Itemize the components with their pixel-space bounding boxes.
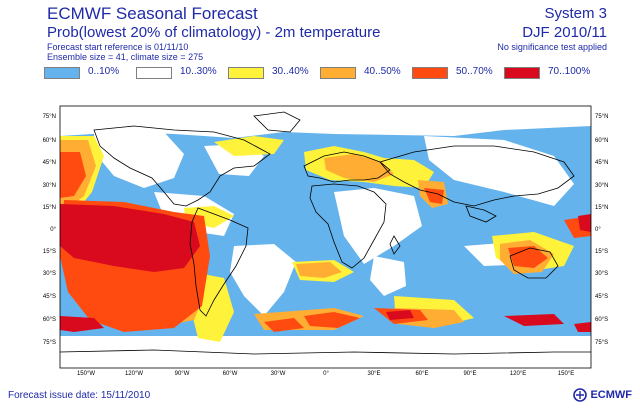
lat-label: 15°S [43, 249, 56, 255]
lat-label: 30°S [43, 271, 56, 277]
latitude-labels-right: 75°N 60°N 45°N 30°N 15°N 0° 15°S 30°S 45… [595, 114, 608, 346]
period-label: DJF 2010/11 [522, 24, 607, 41]
legend-label: 0..10% [88, 66, 120, 77]
lat-label: 15°N [43, 205, 56, 211]
legend-label: 40..50% [364, 66, 401, 77]
ecmwf-logo: ECMWF [573, 388, 632, 402]
legend-swatch [504, 67, 540, 79]
color-legend: 0..10% 10..30% 30..40% 40..50% 50..70% 7… [44, 65, 592, 81]
lon-label: 60°W [223, 371, 238, 377]
legend-swatch [136, 67, 172, 79]
lon-label: 0° [323, 371, 329, 377]
logo-text: ECMWF [590, 389, 632, 401]
map-frame [59, 105, 592, 369]
lat-label: 30°N [43, 183, 56, 189]
lat-label: 60°N [43, 138, 56, 144]
legend-label: 50..70% [456, 66, 493, 77]
lon-label: 120°E [510, 371, 526, 377]
lon-label: 60°E [415, 371, 428, 377]
dark-red-areas [60, 204, 591, 332]
lon-label: 90°W [175, 371, 190, 377]
start-reference: Forecast start reference is 01/11/10 [47, 42, 189, 52]
lon-label: 30°E [367, 371, 380, 377]
lat-label: 15°S [595, 249, 608, 255]
lat-label: 30°S [595, 271, 608, 277]
lat-label: 15°N [595, 205, 608, 211]
map-title: ECMWF Seasonal Forecast [47, 4, 258, 23]
lat-label: 0° [595, 227, 601, 233]
lat-label: 45°N [43, 160, 56, 166]
legend-swatch [44, 67, 80, 79]
lat-label: 45°S [595, 294, 608, 300]
ecmwf-logo-icon [573, 388, 588, 402]
map-field [60, 106, 591, 368]
lat-label: 75°N [43, 114, 56, 120]
lon-label: 150°W [77, 371, 95, 377]
legend-swatch [228, 67, 264, 79]
ensemble-size: Ensemble size = 41, climate size = 275 [47, 52, 204, 62]
lon-label: 30°W [271, 371, 286, 377]
legend-swatch [412, 67, 448, 79]
lat-label: 60°S [43, 317, 56, 323]
lat-label: 45°S [43, 294, 56, 300]
lat-label: 75°S [595, 340, 608, 346]
lat-label: 75°N [595, 114, 608, 120]
map-subtitle: Prob(lowest 20% of climatology) - 2m tem… [47, 24, 381, 41]
lat-label: 60°S [595, 317, 608, 323]
lat-label: 75°S [43, 340, 56, 346]
probability-map: 150°W 120°W 90°W 60°W 30°W 0° 30°E 60°E … [43, 105, 608, 377]
latitude-labels-left: 75°N 60°N 45°N 30°N 15°N 0° 15°S 30°S 45… [43, 114, 57, 346]
lat-label: 45°N [595, 160, 608, 166]
lon-label: 120°W [125, 371, 143, 377]
issue-date: Forecast issue date: 15/11/2010 [8, 390, 151, 401]
lat-label: 60°N [595, 138, 608, 144]
coastlines [60, 111, 591, 355]
legend-swatch [320, 67, 356, 79]
system-label: System 3 [544, 5, 607, 22]
lat-label: 0° [50, 227, 56, 233]
legend-label: 10..30% [180, 66, 217, 77]
legend-label: 30..40% [272, 66, 309, 77]
legend-label: 70..100% [548, 66, 591, 77]
lat-label: 30°N [595, 183, 608, 189]
significance-note: No significance test applied [497, 42, 607, 52]
longitude-labels-bottom: 150°W 120°W 90°W 60°W 30°W 0° 30°E 60°E … [77, 371, 574, 377]
lon-label: 90°E [463, 371, 476, 377]
lon-label: 150°E [558, 371, 574, 377]
